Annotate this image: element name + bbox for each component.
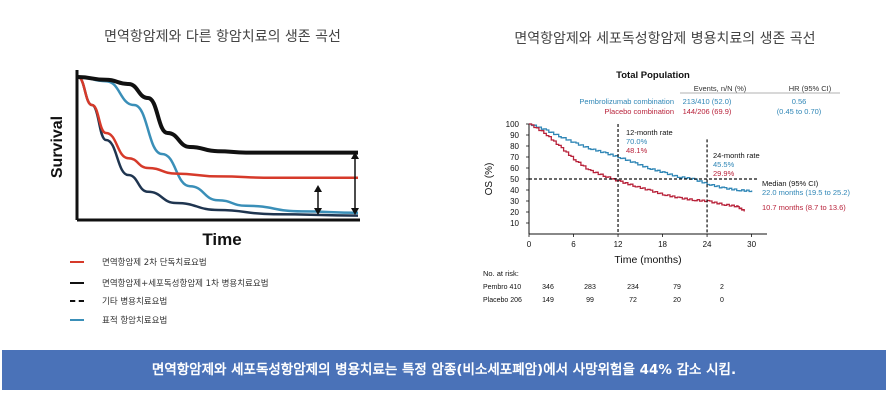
legend-swatch-red <box>70 261 84 263</box>
at-risk-title: No. at risk: <box>483 269 519 278</box>
legend-swatch-dashed <box>70 300 84 302</box>
left-ylabel: Survival <box>49 116 66 178</box>
km-xtick-label: 24 <box>703 240 712 249</box>
km-row-pembro-events: 213/410 (52.0) <box>683 97 732 106</box>
at-risk-value: 346 <box>542 284 554 291</box>
at-risk-row-label: Placebo 206 <box>483 297 522 304</box>
legend-item-other-combo: 기타 병용치료요법 <box>70 295 167 307</box>
left-line-targeted <box>77 75 359 215</box>
km-line-pembro <box>529 123 753 193</box>
at-risk-value: 99 <box>586 297 594 304</box>
km-ytick-label: 80 <box>510 142 519 151</box>
legend-item-combo-1st: 면역항암제+세포독성항암제 1차 병용치료요법 <box>70 277 269 289</box>
left-xlabel: Time <box>202 230 241 249</box>
km-header-hr: HR (95% CI) <box>789 84 832 93</box>
km-ytick-label: 50 <box>510 175 519 184</box>
km-xtick-label: 30 <box>747 240 756 249</box>
km-median-pembro: 22.0 months (19.5 to 25.2) <box>762 188 850 197</box>
legend-item-targeted: 표적 항암치료요법 <box>70 314 167 326</box>
summary-banner: 면역항암제와 세포독성항암제의 병용치료는 특정 암종(비소세포폐암)에서 사망… <box>2 350 886 390</box>
km-12m-label: 12-month rate <box>626 128 673 137</box>
km-row-pembro-hr: 0.56 <box>792 97 807 106</box>
gap-arrow-short <box>314 185 322 215</box>
legend-swatch-blue <box>70 319 84 321</box>
km-row-placebo-events: 144/206 (69.9) <box>683 107 732 116</box>
km-ytick-label: 70 <box>510 153 519 162</box>
gap-arrow-long <box>351 152 359 215</box>
km-median-label: Median (95% CI) <box>762 179 819 188</box>
km-12m-placebo: 48.1% <box>626 146 648 155</box>
at-risk-value: 2 <box>720 284 724 291</box>
km-row-placebo-hr: (0.45 to 0.70) <box>777 107 822 116</box>
left-line-io_2nd <box>77 75 358 180</box>
km-ytick-label: 90 <box>510 131 519 140</box>
left-chart-title: 면역항암제와 다른 항암치료의 생존 곡선 <box>104 29 341 45</box>
km-ytick-label: 100 <box>506 120 520 129</box>
km-row-placebo-name: Placebo combination <box>604 107 674 116</box>
legend-label: 면역항암제+세포독성항암제 1차 병용치료요법 <box>102 279 269 289</box>
at-risk-value: 283 <box>584 284 596 291</box>
at-risk-value: 234 <box>627 284 639 291</box>
at-risk-value: 79 <box>673 284 681 291</box>
km-ylabel: OS (%) <box>484 163 495 196</box>
legend-swatch-black <box>70 282 84 284</box>
km-xtick-label: 0 <box>527 240 532 249</box>
right-chart-title: 면역항암제와 세포독성항암제 병용치료의 생존 곡선 <box>514 31 816 47</box>
km-xtick-label: 18 <box>658 240 667 249</box>
km-median-placebo: 10.7 months (8.7 to 13.6) <box>762 203 846 212</box>
km-24m-pembro: 45.5% <box>713 160 735 169</box>
km-header-events: Events, n/N (%) <box>694 84 747 93</box>
at-risk-value: 72 <box>629 297 637 304</box>
km-line-placebo <box>529 123 745 212</box>
legend-item-io-2nd: 면역항암제 2차 단독치료요법 <box>70 256 207 268</box>
km-row-pembro-name: Pembrolizumab combination <box>579 97 674 106</box>
km-24m-placebo: 29.9% <box>713 169 735 178</box>
left-survival-chart: Survival Time <box>49 70 360 249</box>
km-ytick-label: 60 <box>510 164 519 173</box>
legend-label: 표적 항암치료요법 <box>102 316 168 326</box>
km-ytick-label: 30 <box>510 197 519 206</box>
left-line-combo_1st <box>77 75 358 155</box>
km-ytick-label: 10 <box>510 219 519 228</box>
left-line-other_combo <box>77 75 359 217</box>
at-risk-row-label: Pembro 410 <box>483 284 521 291</box>
km-12m-pembro: 70.0% <box>626 137 648 146</box>
at-risk-value: 20 <box>673 297 681 304</box>
km-ytick-label: 40 <box>510 186 519 195</box>
legend-label: 기타 병용치료요법 <box>102 297 168 307</box>
km-ytick-label: 20 <box>510 208 519 217</box>
at-risk-value: 0 <box>720 297 724 304</box>
km-chart: Total Population Events, n/N (%) HR (95%… <box>483 70 850 304</box>
legend-label: 면역항암제 2차 단독치료요법 <box>102 258 207 268</box>
km-xtick-label: 6 <box>571 240 576 249</box>
km-xtick-label: 12 <box>614 240 623 249</box>
km-xlabel: Time (months) <box>614 254 681 266</box>
km-title: Total Population <box>616 70 690 81</box>
km-24m-label: 24-month rate <box>713 151 760 160</box>
at-risk-value: 149 <box>542 297 554 304</box>
